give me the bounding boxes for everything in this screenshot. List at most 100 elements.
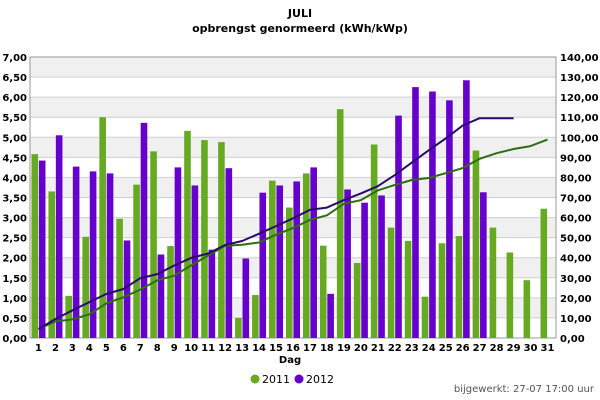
legend-marker-2011 <box>250 374 260 384</box>
bar-2011-day-26 <box>455 236 463 338</box>
y-tick-label: 7,00 <box>2 53 27 64</box>
x-tick-label: 17 <box>303 343 317 354</box>
y-tick-label: 3,00 <box>2 214 27 225</box>
y2-tick-label: 20,00 <box>560 294 592 305</box>
y2-tick-label: 80,00 <box>560 173 592 184</box>
y2-tick-label: 30,00 <box>560 274 592 285</box>
x-tick-label: 18 <box>320 343 334 354</box>
bar-2012-day-23 <box>412 87 419 338</box>
y-tick-label: 0,00 <box>2 334 27 345</box>
bar-2012-day-25 <box>446 100 453 339</box>
plot-band <box>30 97 556 118</box>
x-tick-label: 12 <box>218 343 232 354</box>
bar-2011-day-30 <box>523 280 531 338</box>
plot-band <box>30 177 556 198</box>
bar-2012-day-21 <box>378 195 385 338</box>
x-tick-label: 31 <box>541 343 555 354</box>
bar-2012-day-7 <box>140 122 148 338</box>
bar-2012-day-20 <box>361 202 368 338</box>
y2-tick-label: 100,00 <box>560 133 599 144</box>
x-tick-label: 8 <box>154 343 161 354</box>
bar-2012-day-10 <box>191 185 199 338</box>
y-tick-label: 5,00 <box>2 133 27 144</box>
bar-2011-day-10 <box>184 130 191 338</box>
bar-2011-day-29 <box>506 252 514 338</box>
bar-2012-day-8 <box>157 254 165 338</box>
y2-tick-label: 120,00 <box>560 93 599 104</box>
bar-2011-day-3 <box>65 295 73 338</box>
y-tick-label: 3,50 <box>2 194 27 205</box>
bar-2012-day-4 <box>89 171 97 338</box>
bar-2011-day-24 <box>421 296 429 338</box>
y2-tick-label: 70,00 <box>560 194 592 205</box>
bar-2011-day-28 <box>489 227 497 338</box>
bar-2012-day-17 <box>310 167 317 338</box>
y-tick-label: 1,00 <box>2 294 27 305</box>
bar-2012-day-9 <box>174 167 182 338</box>
bar-2011-day-11 <box>201 140 208 338</box>
bar-2012-day-24 <box>429 91 436 338</box>
y-axis-left: 0,00 0,50 1,00 1,50 2,00 2,50 3,00 3,50 4,00 4,50… <box>2 53 27 345</box>
bar-2011-day-15 <box>269 180 276 338</box>
bar-2011-day-17 <box>302 173 310 338</box>
x-tick-label: 14 <box>252 343 266 354</box>
y-tick-label: 2,50 <box>2 234 27 245</box>
bar-2011-day-8 <box>150 151 157 338</box>
bar-2011-day-16 <box>286 207 293 338</box>
y2-tick-label: 60,00 <box>560 214 592 225</box>
bar-2012-day-22 <box>395 115 402 338</box>
cumulative-line-2012 <box>37 117 514 330</box>
x-tick-label: 3 <box>69 343 76 354</box>
y2-tick-label: 50,00 <box>560 234 592 245</box>
y2-tick-label: 140,00 <box>560 53 599 64</box>
x-tick-label: 1 <box>35 343 42 354</box>
x-tick-label: 25 <box>439 343 453 354</box>
y2-tick-label: 90,00 <box>560 153 592 164</box>
x-tick-label: 9 <box>171 343 178 354</box>
legend-label-2011: 2011 <box>262 373 290 386</box>
x-tick-label: 20 <box>354 343 368 354</box>
plot-border <box>29 56 557 339</box>
x-tick-label: 15 <box>269 343 283 354</box>
chart-subtitle: opbrengst genormeerd (kWh/kWp) <box>192 22 408 35</box>
bar-2011-day-14 <box>252 295 259 338</box>
bar-2011-day-25 <box>438 243 446 338</box>
bar-2012-day-13 <box>242 258 250 338</box>
legend: 2011 2012 <box>250 373 334 386</box>
x-tick-label: 13 <box>235 343 249 354</box>
bar-2011-day-6 <box>116 218 123 338</box>
bar-2012-day-26 <box>463 80 470 338</box>
bar-2011-day-21 <box>370 144 378 338</box>
plot-band <box>30 57 556 78</box>
bar-2011-day-18 <box>319 245 327 338</box>
bar-2012-day-18 <box>327 293 334 338</box>
y2-tick-label: 130,00 <box>560 73 599 84</box>
x-tick-label: 24 <box>422 343 436 354</box>
x-tick-label: 30 <box>524 343 538 354</box>
y-tick-label: 5,50 <box>2 113 27 124</box>
x-tick-label: 21 <box>371 343 385 354</box>
y-tick-label: 2,00 <box>2 254 27 265</box>
bar-2012-day-1 <box>38 160 46 338</box>
x-axis: 1 2 3 4 5 6 7 8 9 10 11 12 13 14 15 16 17 18 19 20 21 22 23 24 2… <box>35 343 555 354</box>
legend-marker-2012 <box>294 374 304 384</box>
y-tick-label: 6,00 <box>2 93 27 104</box>
bar-2011-day-13 <box>235 317 242 338</box>
x-tick-label: 11 <box>201 343 215 354</box>
x-tick-label: 4 <box>86 343 93 354</box>
bar-2011-day-5 <box>99 117 106 338</box>
y-tick-label: 6,50 <box>2 73 27 84</box>
y2-tick-label: 0,00 <box>560 334 585 345</box>
x-tick-label: 22 <box>388 343 402 354</box>
y2-tick-label: 110,00 <box>560 113 599 124</box>
y-tick-label: 4,00 <box>2 173 27 184</box>
bar-2012-day-6 <box>123 240 131 338</box>
chart-title: JULI <box>287 7 312 20</box>
x-tick-label: 6 <box>120 343 127 354</box>
x-tick-label: 29 <box>507 343 521 354</box>
x-axis-label: Dag <box>279 355 301 366</box>
bar-2011-day-22 <box>387 227 395 338</box>
y2-tick-label: 10,00 <box>560 314 592 325</box>
x-tick-label: 2 <box>52 343 59 354</box>
